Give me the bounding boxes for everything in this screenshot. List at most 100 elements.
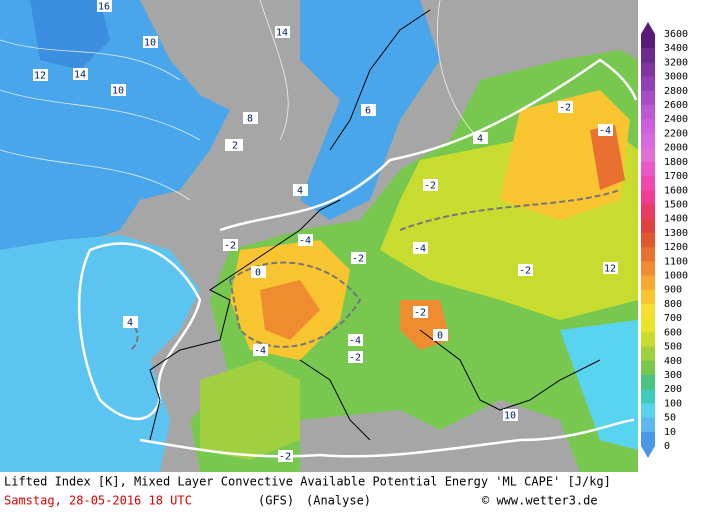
colorbar-label: 500: [664, 342, 682, 353]
label-box: [603, 262, 618, 274]
coastlines: [149, 9, 601, 441]
colorbar-bin: [641, 90, 655, 106]
colorbar-label: 200: [664, 384, 682, 395]
land-cape: [500, 90, 630, 220]
contour-label: -2: [349, 353, 361, 364]
colorbar-bin: [641, 76, 655, 92]
contour-label: -2: [279, 452, 291, 463]
label-box: [73, 68, 88, 80]
colorbar-label: 100: [664, 398, 682, 409]
contour-labels: 16 14 12 10 14 10 8 6 4 2 0 -2 -4 -2 -4 -2 -2 -4 -2 -4 -2 0 4 1…: [33, 0, 618, 463]
label-box: [433, 329, 448, 341]
colorbar-bottom-arrow: [641, 446, 655, 458]
label-box: [253, 344, 268, 356]
label-box: [503, 409, 518, 421]
label-box: [243, 112, 258, 124]
label-box: [413, 306, 428, 318]
colorbar-bin: [641, 431, 655, 447]
contour-label: -4: [414, 244, 426, 255]
colorbar-bin: [641, 218, 655, 234]
colorbar-label: 3600: [664, 29, 688, 40]
contour-label: -4: [299, 236, 311, 247]
colorbar-label: 1300: [664, 228, 688, 239]
colorbar-label: 50: [664, 413, 676, 424]
footer-title: Lifted Index [K], Mixed Layer Convective…: [4, 475, 611, 489]
contour-label: -4: [254, 346, 266, 357]
colorbar-label: 2400: [664, 114, 688, 125]
colorbar-bin: [641, 176, 655, 191]
colorbar-label: 300: [664, 370, 682, 381]
contour-label: -4: [349, 336, 361, 347]
contour-label: -4: [599, 126, 611, 137]
colorbar-label: 3200: [664, 57, 688, 68]
contour-label: 4: [297, 186, 303, 197]
contour-label: 14: [74, 70, 86, 81]
colorbar-bin: [641, 417, 655, 433]
land-cape: [590, 125, 625, 190]
colorbar-bin: [641, 48, 655, 63]
label-box: [123, 316, 138, 328]
colorbar-bin: [641, 190, 655, 205]
colorbar-label: 1100: [664, 256, 688, 267]
colorbar-label: 3000: [664, 72, 688, 83]
colorbar-label: 2000: [664, 143, 688, 154]
colorbar-bin: [641, 147, 655, 163]
ocean-cape: [0, 235, 200, 472]
colorbar-bin: [641, 275, 655, 291]
colorbar-label: 2800: [664, 86, 688, 97]
label-box: [518, 264, 533, 276]
colorbar-bin: [641, 261, 655, 277]
colorbar-label: 600: [664, 327, 682, 338]
label-box: [251, 266, 266, 278]
colorbar-bin: [641, 133, 655, 149]
colorbar-label: 1000: [664, 271, 688, 282]
colorbar-label: 1400: [664, 214, 688, 225]
contour-label: 4: [127, 318, 133, 329]
colorbar-label: 2600: [664, 100, 688, 111]
colorbar-top-arrow: [641, 22, 655, 34]
colorbar-bin: [641, 403, 655, 419]
label-box: [423, 179, 438, 191]
label-box: [223, 239, 238, 251]
label-box: [293, 184, 308, 196]
footer-credit: © www.wetter3.de: [482, 494, 598, 508]
contour-label: 14: [276, 28, 288, 39]
colorbar-label: 10: [664, 427, 676, 438]
colorbar-label: 400: [664, 356, 682, 367]
colorbar-bin: [641, 303, 655, 319]
colorbar-bin: [641, 360, 655, 376]
contour-label: -2: [414, 308, 426, 319]
contour-label: -2: [352, 254, 364, 265]
colorbar-label: 1600: [664, 185, 688, 196]
colorbar-label: 700: [664, 313, 682, 324]
label-box: [351, 252, 366, 264]
colorbar-label: 2200: [664, 128, 688, 139]
contour-label: 10: [112, 86, 124, 97]
label-box: [143, 36, 158, 48]
colorbar-bin: [641, 34, 655, 49]
label-box: [278, 450, 293, 462]
colorbar-bin: [641, 119, 655, 134]
colorbar-label: 1500: [664, 199, 688, 210]
colorbar: 3600340032003000280026002400220020001800…: [641, 22, 688, 458]
contour-label: 8: [247, 114, 253, 125]
label-box: [473, 132, 488, 144]
colorbar-bin: [641, 318, 655, 333]
isolines: [0, 0, 481, 201]
colorbar-bin: [641, 204, 655, 220]
contour-label: -2: [559, 103, 571, 114]
colorbar-label: 0: [664, 441, 670, 452]
map: 16 14 12 10 14 10 8 6 4 2 0 -2 -4 -2 -4 -2 -2 -4 -2 -4 -2 0 4 1…: [0, 0, 638, 472]
land-cape: [200, 360, 300, 460]
contour-label: 16: [98, 2, 110, 13]
colorbar-label: 900: [664, 285, 682, 296]
label-box: [558, 101, 573, 113]
label-box: [298, 234, 313, 246]
contour-label: 12: [604, 264, 616, 275]
contour-label: 2: [232, 141, 238, 152]
label-box: [228, 139, 243, 151]
footer-model: (GFS): [258, 494, 294, 508]
label-box: [413, 242, 428, 254]
label-box: [348, 351, 363, 363]
